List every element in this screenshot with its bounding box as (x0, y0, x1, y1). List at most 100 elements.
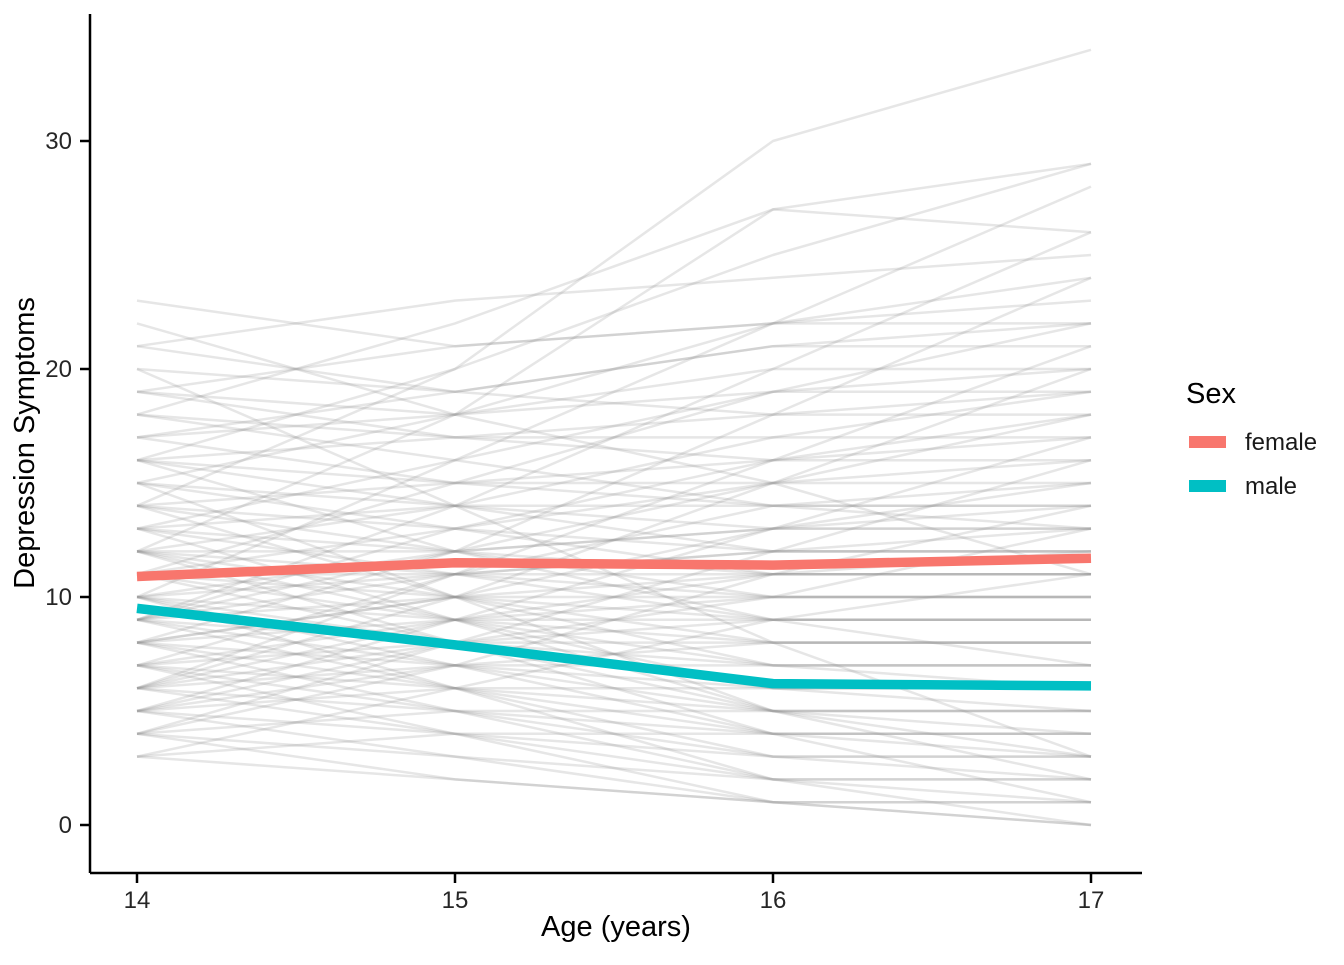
trajectory-line (136, 595, 1092, 827)
trajectory-line (136, 618, 1091, 690)
trajectory-line (136, 367, 1091, 416)
trajectory-line (136, 504, 1091, 599)
y-tick-label: 0 (59, 812, 72, 839)
trajectory-line (136, 641, 1091, 713)
trajectory-line (136, 367, 1092, 758)
trajectory-line (136, 550, 1092, 804)
trajectory-line (136, 618, 1091, 713)
x-axis-title: Age (years) (541, 911, 691, 943)
trajectory-line (136, 481, 1092, 781)
trajectory-line (136, 686, 1091, 781)
trajectory-line (136, 276, 1092, 644)
trajectory-line (136, 344, 1091, 394)
trajectory-line (136, 732, 1091, 781)
trajectory-line (136, 458, 1091, 553)
trajectory-line (136, 458, 1092, 667)
trajectory-line (136, 322, 1092, 576)
trajectory-line (136, 458, 1092, 576)
mean-line-male (136, 603, 1092, 691)
trajectory-line (136, 390, 1091, 439)
trajectory-line (136, 595, 1091, 644)
trajectory-line (136, 572, 1091, 667)
trajectory-line (136, 550, 1091, 599)
trajectory-line (136, 572, 1092, 736)
trajectory-line (136, 390, 1091, 462)
trajectory-line (136, 618, 1092, 781)
trajectory-line (136, 664, 1092, 827)
trajectory-line (136, 436, 1092, 713)
trajectory-line (136, 504, 1091, 530)
tick-labels: 14 15 16 17 0 10 20 30 (45, 128, 1104, 914)
x-tick-label: 15 (442, 887, 469, 914)
x-tick-label: 16 (760, 887, 787, 914)
legend: Sex female male (1186, 378, 1317, 500)
trajectory-line (136, 413, 1092, 622)
trajectory-line (136, 709, 1091, 736)
legend-key-male (1189, 480, 1226, 492)
trajectory-line (136, 527, 1091, 622)
trajectory-line (136, 436, 1091, 508)
trajectory-line (136, 367, 1092, 530)
legend-key-female (1189, 436, 1226, 448)
trajectory-line (136, 276, 1092, 394)
trajectory-line (136, 322, 1092, 576)
trajectory-line (136, 299, 1091, 348)
trajectory-line (136, 48, 1092, 507)
trajectory-line (136, 436, 1092, 508)
trajectory-line (136, 481, 1091, 576)
trajectory-line (136, 504, 1092, 690)
mean-line-female (136, 553, 1092, 582)
trajectory-line (136, 504, 1092, 736)
trajectory-line (136, 755, 1091, 804)
trajectory-line (136, 390, 1092, 553)
trajectory-line (136, 231, 1092, 621)
trajectory-line (136, 458, 1091, 485)
trajectory-line (136, 709, 1091, 804)
trajectory-line (136, 345, 1092, 667)
trajectory-line (136, 413, 1091, 462)
trajectory-line (136, 413, 1092, 530)
trajectory-line (136, 572, 1091, 599)
axes (80, 14, 1142, 883)
trajectory-line (136, 162, 1092, 553)
trajectory-line (136, 550, 1092, 713)
trajectory-line (136, 595, 1091, 622)
trajectory-line (136, 458, 1092, 713)
legend-title: Sex (1186, 378, 1236, 410)
trajectory-line (136, 686, 1091, 736)
trajectory-line (136, 253, 1092, 348)
trajectory-line (136, 504, 1091, 553)
trajectory-line (136, 641, 1091, 667)
trajectory-line (136, 299, 1092, 485)
trajectory-line (136, 344, 1092, 416)
trajectory-line (136, 572, 1091, 644)
trajectory-line (136, 185, 1092, 599)
trajectory-line (136, 709, 1091, 758)
x-tick-label: 14 (124, 887, 151, 914)
trajectory-line (136, 162, 1092, 462)
trajectory-line (136, 732, 1091, 758)
group-mean-lines (136, 553, 1092, 691)
trajectory-line (136, 595, 1091, 667)
trajectory-line (136, 413, 1091, 439)
trajectory-line (136, 732, 1092, 827)
trajectory-line (136, 481, 1091, 530)
trajectory-line (137, 527, 1091, 553)
trajectory-line (136, 322, 1092, 439)
x-tick-label: 17 (1078, 887, 1105, 914)
trajectory-line (136, 208, 1092, 416)
trajectory-line (136, 572, 1091, 622)
trajectory-line (136, 641, 1092, 804)
y-axis-title: Depression Symptoms (9, 297, 41, 589)
trajectory-line (136, 367, 1092, 690)
trajectory-line (136, 664, 1091, 758)
y-tick-label: 20 (45, 356, 72, 383)
trajectory-line (136, 572, 1092, 758)
y-tick-label: 30 (45, 128, 72, 155)
individual-trajectory-lines (136, 48, 1092, 827)
y-tick-label: 10 (45, 584, 72, 611)
legend-label-male: male (1245, 473, 1297, 500)
trajectory-line (136, 641, 1091, 736)
